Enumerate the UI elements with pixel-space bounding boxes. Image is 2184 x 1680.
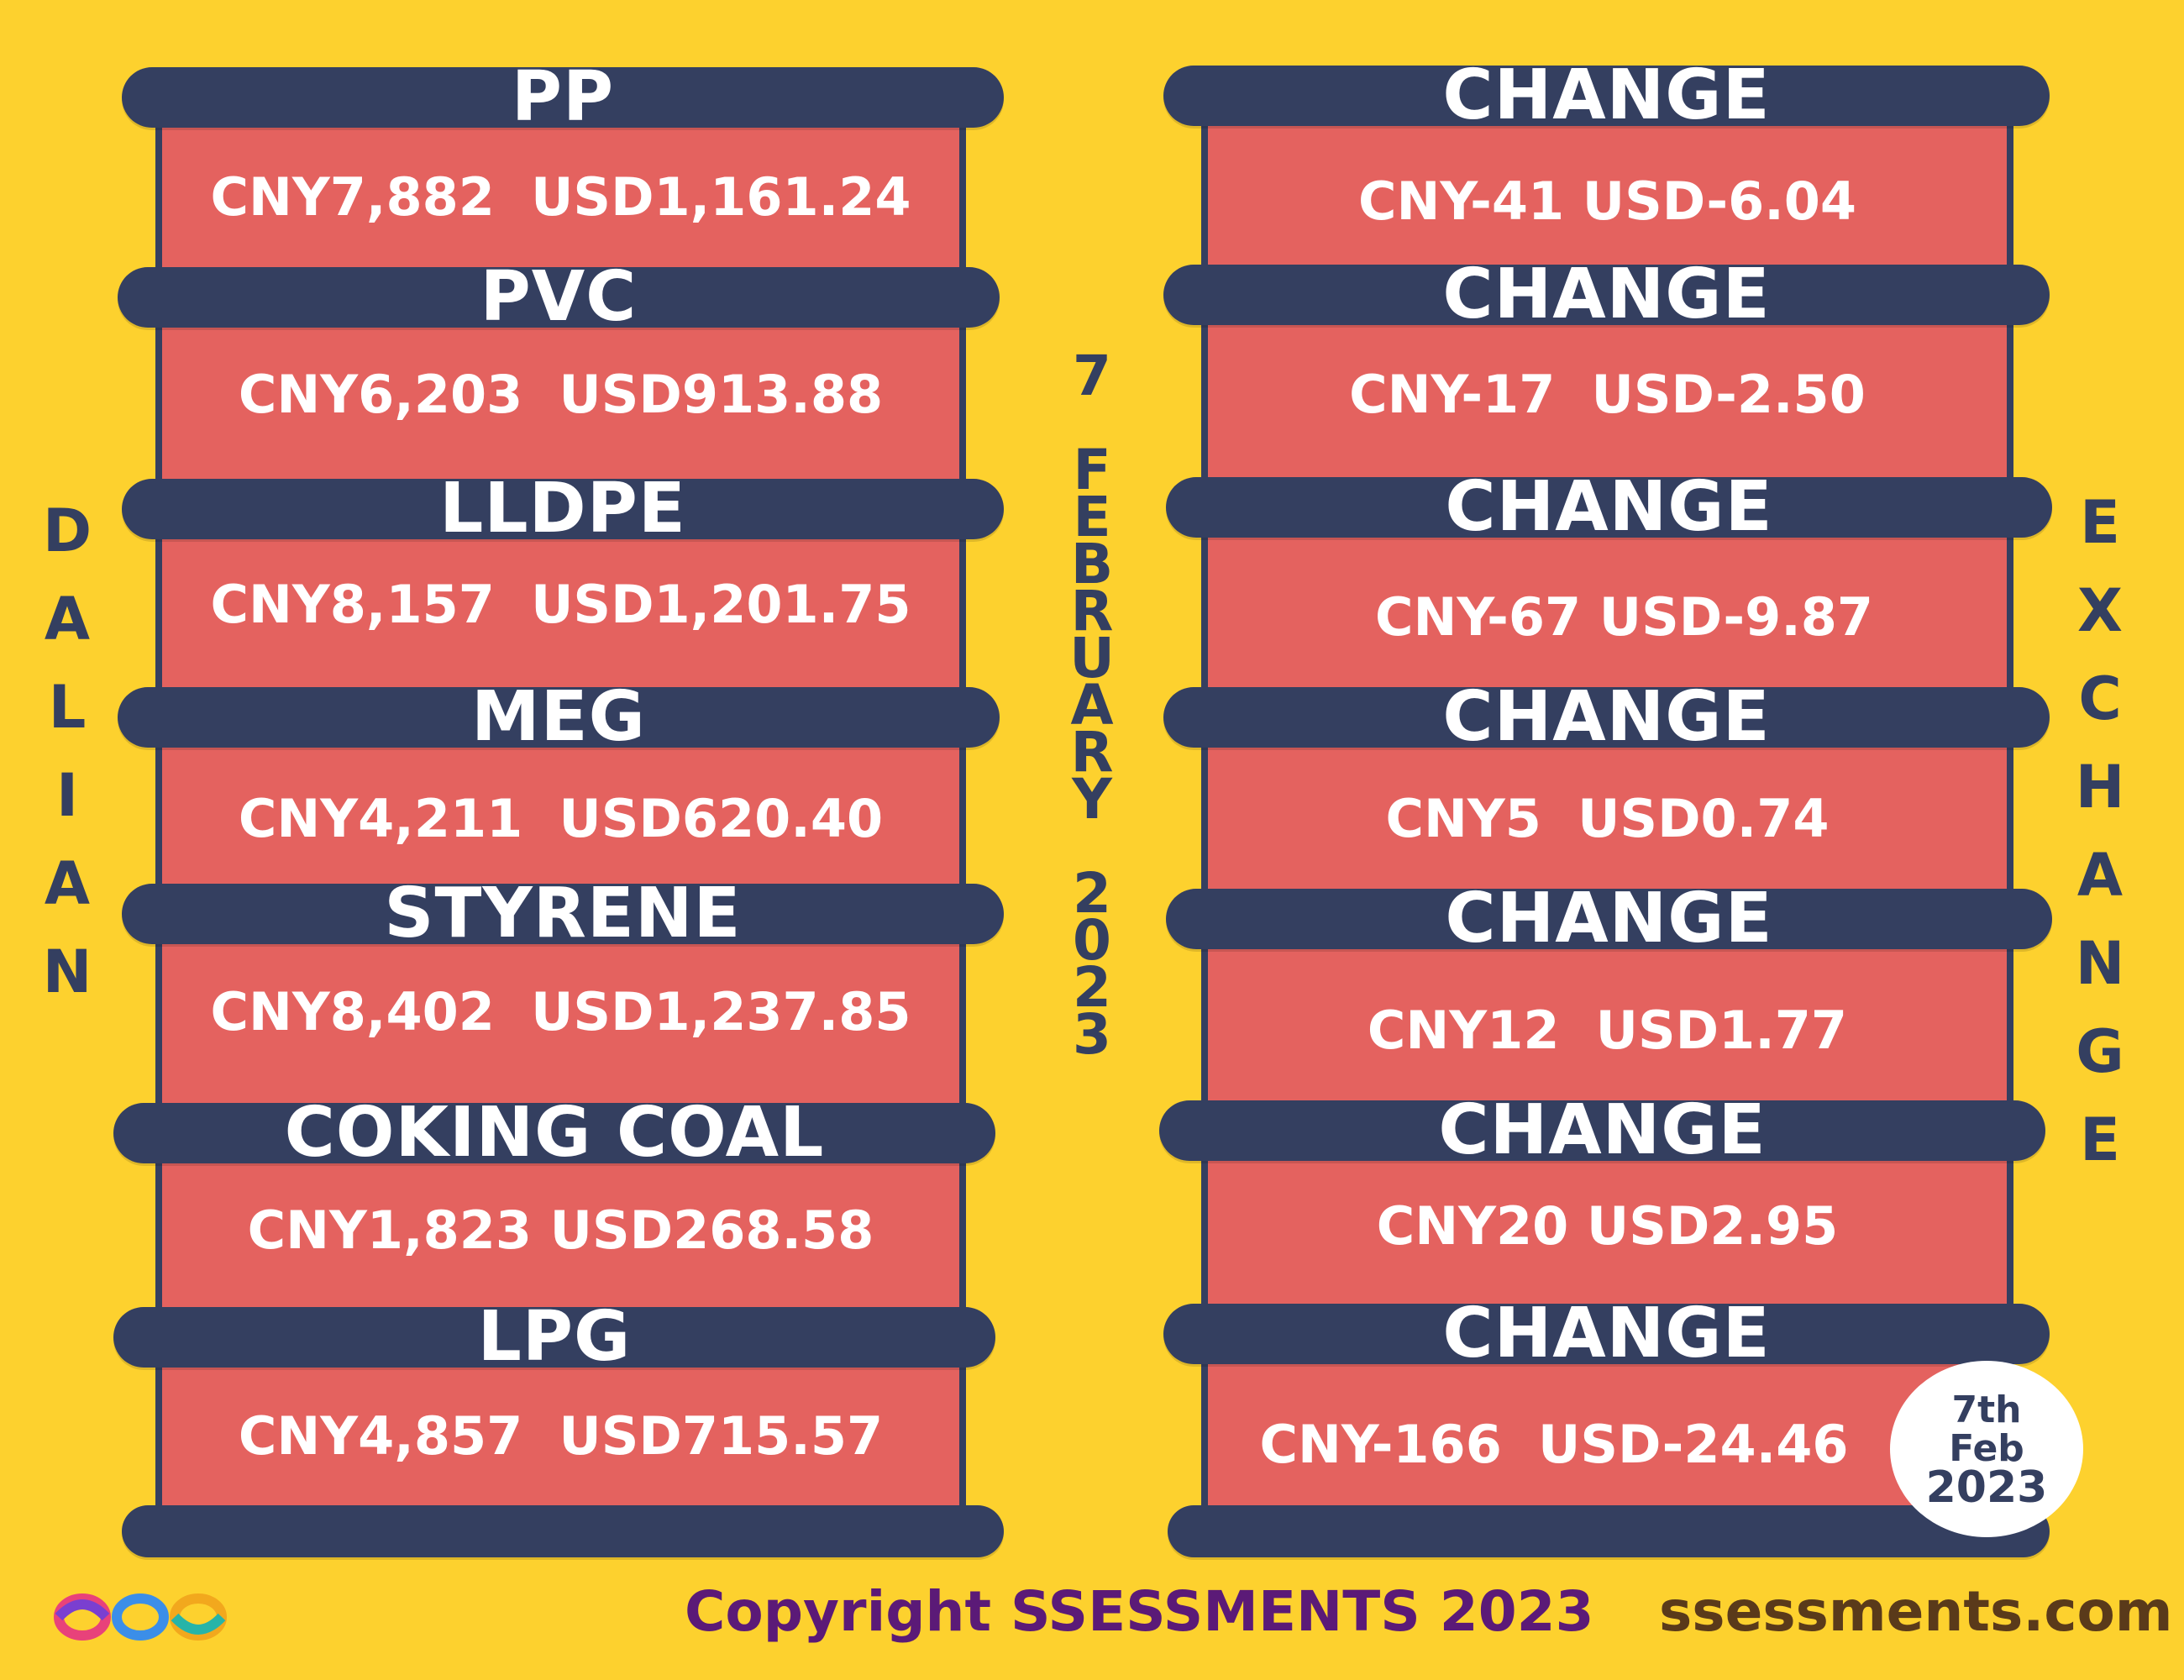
product-name: COKING COAL [284,1093,825,1173]
product-name: LLDPE [439,469,686,549]
change-header-lpg: CHANGE [1163,1299,2050,1368]
change-value-lldpe: CNY-67 USD-9.87 [1374,586,1874,648]
vertical-letter: C [2078,664,2122,733]
vertical-letter: 2 [1073,861,1111,926]
date-vertical-title: 7 F E B R U A R Y 2 0 2 3 [1058,344,1126,1067]
date-stamp-day: 7th [1951,1389,2022,1431]
product-price-styrene: CNY8,402 USD1,237.85 [210,981,911,1042]
product-price-pp: CNY7,882 USD1,161.24 [210,166,911,228]
vertical-letter: 2 [1073,955,1111,1020]
product-price-meg: CNY4,211 USD620.40 [238,788,884,849]
product-header-meg: MEG [118,677,1000,757]
vertical-letter: A [44,849,91,918]
vertical-letter: R [1070,720,1114,785]
product-price-lldpe: CNY8,157 USD1,201.75 [210,574,911,635]
changes-panel [1201,101,2013,1537]
vertical-letter: H [2075,753,2125,822]
vertical-letter: E [1073,485,1111,549]
vertical-letter: U [1069,626,1115,690]
vertical-letter: F [1073,438,1111,502]
vertical-letter: N [2075,929,2125,998]
change-label: CHANGE [1438,1090,1767,1170]
change-value-pp: CNY-41 USD-6.04 [1357,171,1857,232]
product-price-coking-coal: CNY1,823 USD268.58 [247,1200,874,1261]
exchange-vertical-title: E X C H A N G E [2066,479,2134,1184]
vertical-letter: 3 [1073,1002,1111,1067]
date-stamp-month: Feb [1949,1427,2024,1470]
date-stamp: 7th Feb 2023 [1890,1361,2083,1537]
change-value-coking-coal: CNY20 USD2.95 [1376,1195,1839,1257]
bottom-bar-left [122,1505,1004,1557]
product-header-pvc: PVC [118,257,1000,337]
vertical-letter: A [44,585,91,654]
change-header-pvc: CHANGE [1163,260,2050,329]
change-value-styrene: CNY12 USD1.77 [1367,1000,1848,1061]
change-value-meg: CNY5 USD0.74 [1385,788,1830,849]
prices-panel [155,101,966,1537]
change-header-pp: CHANGE [1163,61,2050,130]
change-header-lldpe: CHANGE [1166,467,2052,547]
product-header-lldpe: LLDPE [122,475,1004,543]
product-header-lpg: LPG [113,1297,995,1377]
vertical-letter: A [2076,841,2124,910]
change-label: CHANGE [1442,677,1771,757]
vertical-letter: I [55,761,79,830]
vertical-letter: Y [1072,767,1112,832]
change-header-coking-coal: CHANGE [1159,1090,2045,1170]
product-header-pp: PP [122,57,1004,137]
vertical-letter: 7 [1073,344,1111,408]
bottom-bar-right [1168,1505,2050,1557]
ssessments-logo-icon [54,1593,227,1641]
vertical-letter: A [1070,673,1114,738]
change-label: CHANGE [1445,467,1773,547]
dalian-vertical-title: D A L I A N [34,487,101,1016]
change-value-pvc: CNY-17 USD-2.50 [1349,364,1866,425]
change-label: CHANGE [1442,55,1771,135]
product-header-coking-coal: COKING COAL [113,1099,995,1168]
product-header-styrene: STYRENE [122,879,1004,948]
copyright-text: Copyright SSESSMENTS 2023 [685,1579,1594,1644]
vertical-letter: R [1070,579,1114,643]
product-name: PP [511,57,615,137]
vertical-letter: B [1070,532,1114,596]
product-name: STYRENE [384,874,742,953]
change-header-meg: CHANGE [1163,677,2050,757]
product-name: LPG [477,1297,632,1377]
vertical-letter: E [2080,488,2120,557]
change-label: CHANGE [1445,879,1773,958]
vertical-letter: G [2076,1017,2124,1086]
vertical-letter: L [48,673,87,742]
vertical-letter: N [42,937,92,1006]
change-label: CHANGE [1442,255,1771,334]
product-name: PVC [480,257,638,337]
product-name: MEG [471,677,646,757]
change-label: CHANGE [1442,1294,1771,1373]
vertical-letter: 0 [1073,908,1111,973]
vertical-letter: X [2077,576,2123,645]
date-stamp-year: 2023 [1925,1462,2048,1513]
change-header-styrene: CHANGE [1166,885,2052,953]
vertical-letter: D [42,496,92,565]
website-link[interactable]: ssessments.com [1659,1579,2173,1644]
product-price-pvc: CNY6,203 USD913.88 [238,364,884,425]
vertical-letter: E [2080,1105,2120,1174]
product-price-lpg: CNY4,857 USD715.57 [238,1405,884,1467]
change-value-lpg: CNY-166 USD-24.46 [1259,1414,1849,1475]
